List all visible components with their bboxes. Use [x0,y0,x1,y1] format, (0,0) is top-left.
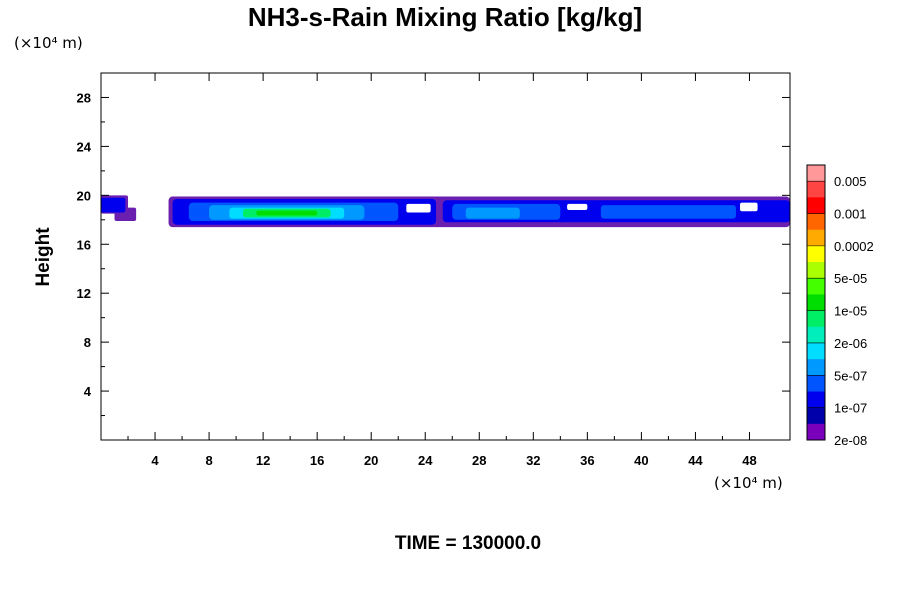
colorbar-swatch [807,181,825,198]
x-tick-label: 36 [580,453,594,468]
layer-gap [740,202,758,212]
colorbar-swatch [807,278,825,295]
y-unit-label: (×10⁴ m) [14,34,83,52]
y-tick-label: 4 [84,384,92,399]
colorbar-swatch [807,423,825,441]
layer-gap [567,203,588,211]
colorbar-label: 1e-05 [834,304,867,319]
time-label: TIME = 130000.0 [395,533,541,554]
colorbar: 0.005 0.001 0.0002 5e-05 1e-05 2e-06 5e-07 1e-0… [806,164,874,448]
colorbar-swatch [807,391,825,408]
x-tick-label: 48 [742,453,756,468]
colorbar-label: 2e-06 [834,336,867,351]
y-tick-label: 12 [77,286,91,301]
colorbar-swatch [807,326,825,344]
layer-max [256,210,318,216]
colorbar-swatch [807,359,825,376]
layer-core [465,207,520,219]
layer-core [600,205,736,219]
layer-core [101,197,126,213]
colorbar-swatch [807,213,825,231]
colorbar-swatch [807,407,825,425]
colorbar-label: 1e-07 [834,401,867,416]
layer-gap [406,203,431,213]
colorbar-label: 0.005 [834,174,867,189]
x-tick-label: 20 [364,453,378,468]
x-tick-label: 12 [256,453,270,468]
colorbar-swatch [807,197,825,214]
colorbar-label: 5e-05 [834,271,867,286]
colorbar-swatch [807,229,825,247]
x-tick-label: 40 [634,453,648,468]
x-tick-label: 4 [151,453,159,468]
x-tick-label: 44 [688,453,703,468]
y-axis-label: Height [33,227,54,287]
plot-frame [100,72,791,441]
colorbar-swatch [807,310,825,328]
x-tick-label: 32 [526,453,540,468]
rain-layer [101,195,790,228]
colorbar-swatch [807,165,825,182]
x-tick-label: 16 [310,453,324,468]
y-tick-label: 28 [77,90,91,105]
y-tick-label: 8 [84,335,91,350]
x-tick-label: 24 [418,453,433,468]
colorbar-label: 5e-07 [834,368,867,383]
x-tick-label: 8 [205,453,212,468]
y-tick-label: 20 [77,188,91,203]
colorbar-swatch [807,294,825,311]
y-axis: 4 8 12 16 20 24 28 [77,90,790,417]
x-unit-label: (×10⁴ m) [714,474,783,492]
y-tick-label: 24 [77,139,92,154]
colorbar-swatch [807,375,825,392]
x-tick-label: 28 [472,453,486,468]
y-tick-label: 16 [77,237,91,252]
chart-title: NH3-s-Rain Mixing Ratio [kg/kg] [248,2,642,32]
x-axis: 4 8 12 16 20 24 28 32 36 40 44 48 [127,73,757,468]
colorbar-swatch [807,342,825,360]
colorbar-label: 0.001 [834,207,867,222]
colorbar-label: 2e-08 [834,433,867,448]
colorbar-swatch [807,245,825,263]
colorbar-swatch [807,262,825,279]
colorbar-label: 0.0002 [834,239,874,254]
